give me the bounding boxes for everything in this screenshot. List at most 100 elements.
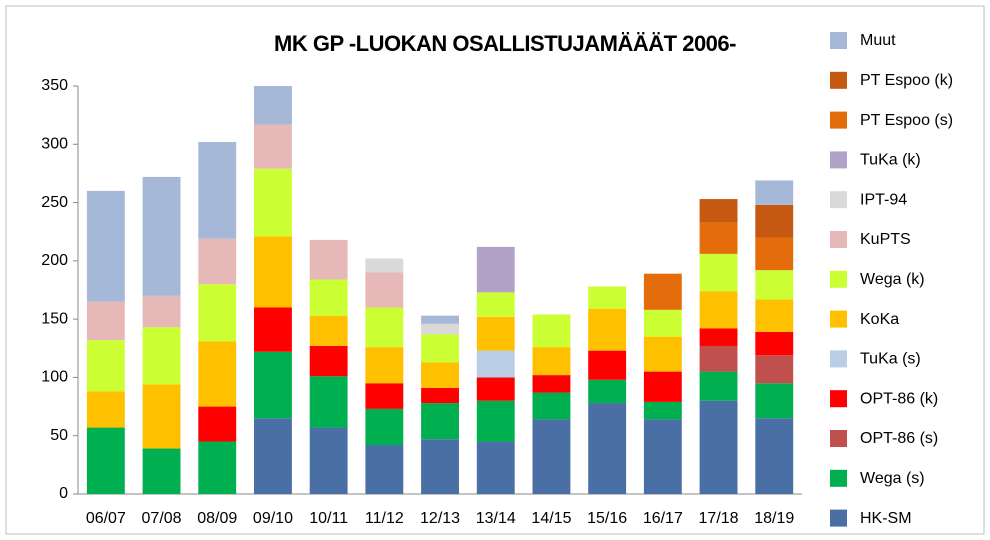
bar-segment (755, 355, 794, 384)
legend-swatch (830, 390, 847, 408)
bar-segment (365, 307, 404, 348)
legend-label: PT Espoo (s) (860, 112, 953, 129)
bar-segment (643, 371, 682, 402)
bar-segment (421, 439, 459, 494)
x-tick-label: 12/13 (420, 510, 460, 527)
legend-label: KuPTS (860, 231, 911, 248)
bar-segment (755, 270, 794, 300)
bar-segment (198, 238, 237, 285)
bar-segment (254, 86, 292, 125)
bar-segment (142, 384, 181, 449)
y-tick-label: 350 (41, 77, 68, 94)
legend-label: Wega (k) (860, 271, 925, 288)
legend-swatch (830, 111, 847, 129)
bar-segment (142, 448, 181, 494)
bar-segment (532, 347, 571, 376)
y-tick-label: 250 (41, 194, 68, 211)
bar-segment (699, 199, 738, 223)
bar-segment (254, 418, 292, 494)
bar-segment (755, 383, 794, 419)
bar-segment (532, 314, 571, 348)
x-tick-label: 06/07 (86, 510, 126, 527)
bar-segment (699, 400, 738, 494)
bar-segment (421, 362, 459, 388)
bar-segment (755, 299, 794, 332)
x-tick-label: 13/14 (476, 510, 516, 527)
y-tick-label: 100 (41, 369, 68, 386)
bar-segment (532, 375, 571, 393)
legend-label: OPT-86 (k) (860, 390, 938, 407)
bar-segment (309, 315, 348, 346)
bar-segment (142, 176, 181, 296)
bar-segment (755, 180, 794, 205)
y-tick-label: 50 (50, 427, 68, 444)
legend-label: PT Espoo (k) (860, 72, 953, 89)
bar-segment (643, 419, 682, 494)
legend-swatch (830, 231, 847, 248)
bar-segment (309, 427, 348, 494)
bar-segment (588, 403, 627, 494)
legend-swatch (830, 191, 847, 209)
bar-segment (476, 350, 515, 378)
legend-label: HK-SM (860, 510, 912, 527)
bar-segment (254, 124, 292, 169)
bar-segment (588, 308, 627, 351)
bar-segment (588, 379, 627, 404)
bar-segment (421, 387, 459, 404)
bar-segment (532, 419, 571, 494)
bar-segment (755, 331, 794, 356)
legend-swatch (830, 430, 847, 447)
legend-label: KoKa (860, 311, 899, 328)
bar-segment (198, 141, 237, 239)
bar-segment (699, 291, 738, 329)
bar-segment (699, 328, 738, 346)
x-tick-label: 15/16 (587, 510, 627, 527)
legend-label: OPT-86 (s) (860, 430, 938, 447)
chart-title: MK GP -LUOKAN OSALLISTUJAMÄÄÄT 2006- (274, 31, 736, 56)
bar-segment (365, 347, 404, 384)
bar-segment (643, 336, 682, 372)
bar-segment (86, 427, 125, 494)
bar-segment (254, 351, 292, 419)
bar-segment (198, 406, 237, 442)
legend-swatch (830, 270, 847, 288)
y-tick-label: 0 (59, 485, 68, 502)
legend-swatch (830, 32, 847, 49)
bar-segment (643, 401, 682, 420)
bar-segment (254, 307, 292, 352)
x-tick-label: 11/12 (365, 510, 404, 527)
bar-segment (198, 441, 237, 494)
bar-segment (86, 391, 125, 428)
legend-swatch (830, 509, 847, 527)
bar-segment (309, 376, 348, 428)
bar-segment (476, 292, 515, 317)
bar-segment (699, 253, 738, 292)
bar-segment (142, 327, 181, 385)
x-tick-label: 17/18 (699, 510, 739, 527)
bar-segment (142, 295, 181, 328)
bar-segment (365, 445, 404, 494)
x-tick-label: 14/15 (531, 510, 571, 527)
x-tick-label: 16/17 (643, 510, 683, 527)
bar-segment (476, 377, 515, 401)
legend-label: TuKa (s) (860, 351, 921, 368)
legend-swatch (830, 469, 847, 487)
bar-segment (476, 246, 515, 293)
legend-swatch (830, 310, 847, 328)
bar-segment (699, 345, 738, 372)
bar-segment (588, 286, 627, 309)
bar-segment (755, 418, 794, 494)
x-tick-label: 18/19 (754, 510, 794, 527)
bar-segment (643, 273, 682, 310)
x-tick-label: 10/11 (309, 510, 348, 527)
bar-segment (476, 316, 515, 351)
x-tick-label: 09/10 (253, 510, 293, 527)
bar-segment (198, 284, 237, 342)
bar-segment (254, 168, 292, 237)
bar-segment (365, 258, 404, 273)
bar-segment (421, 334, 459, 363)
bar-segment (365, 383, 404, 409)
bar-segment (643, 309, 682, 337)
y-tick-label: 150 (41, 310, 68, 327)
